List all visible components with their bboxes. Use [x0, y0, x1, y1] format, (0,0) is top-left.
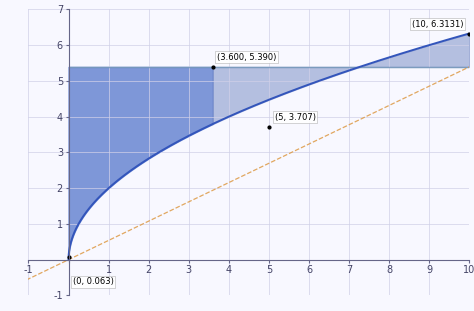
- Text: (3.600, 5.390): (3.600, 5.390): [217, 53, 276, 62]
- Text: (10, 6.3131): (10, 6.3131): [412, 20, 463, 29]
- Text: (5, 3.707): (5, 3.707): [275, 113, 316, 122]
- Text: (0, 0.063): (0, 0.063): [73, 277, 113, 286]
